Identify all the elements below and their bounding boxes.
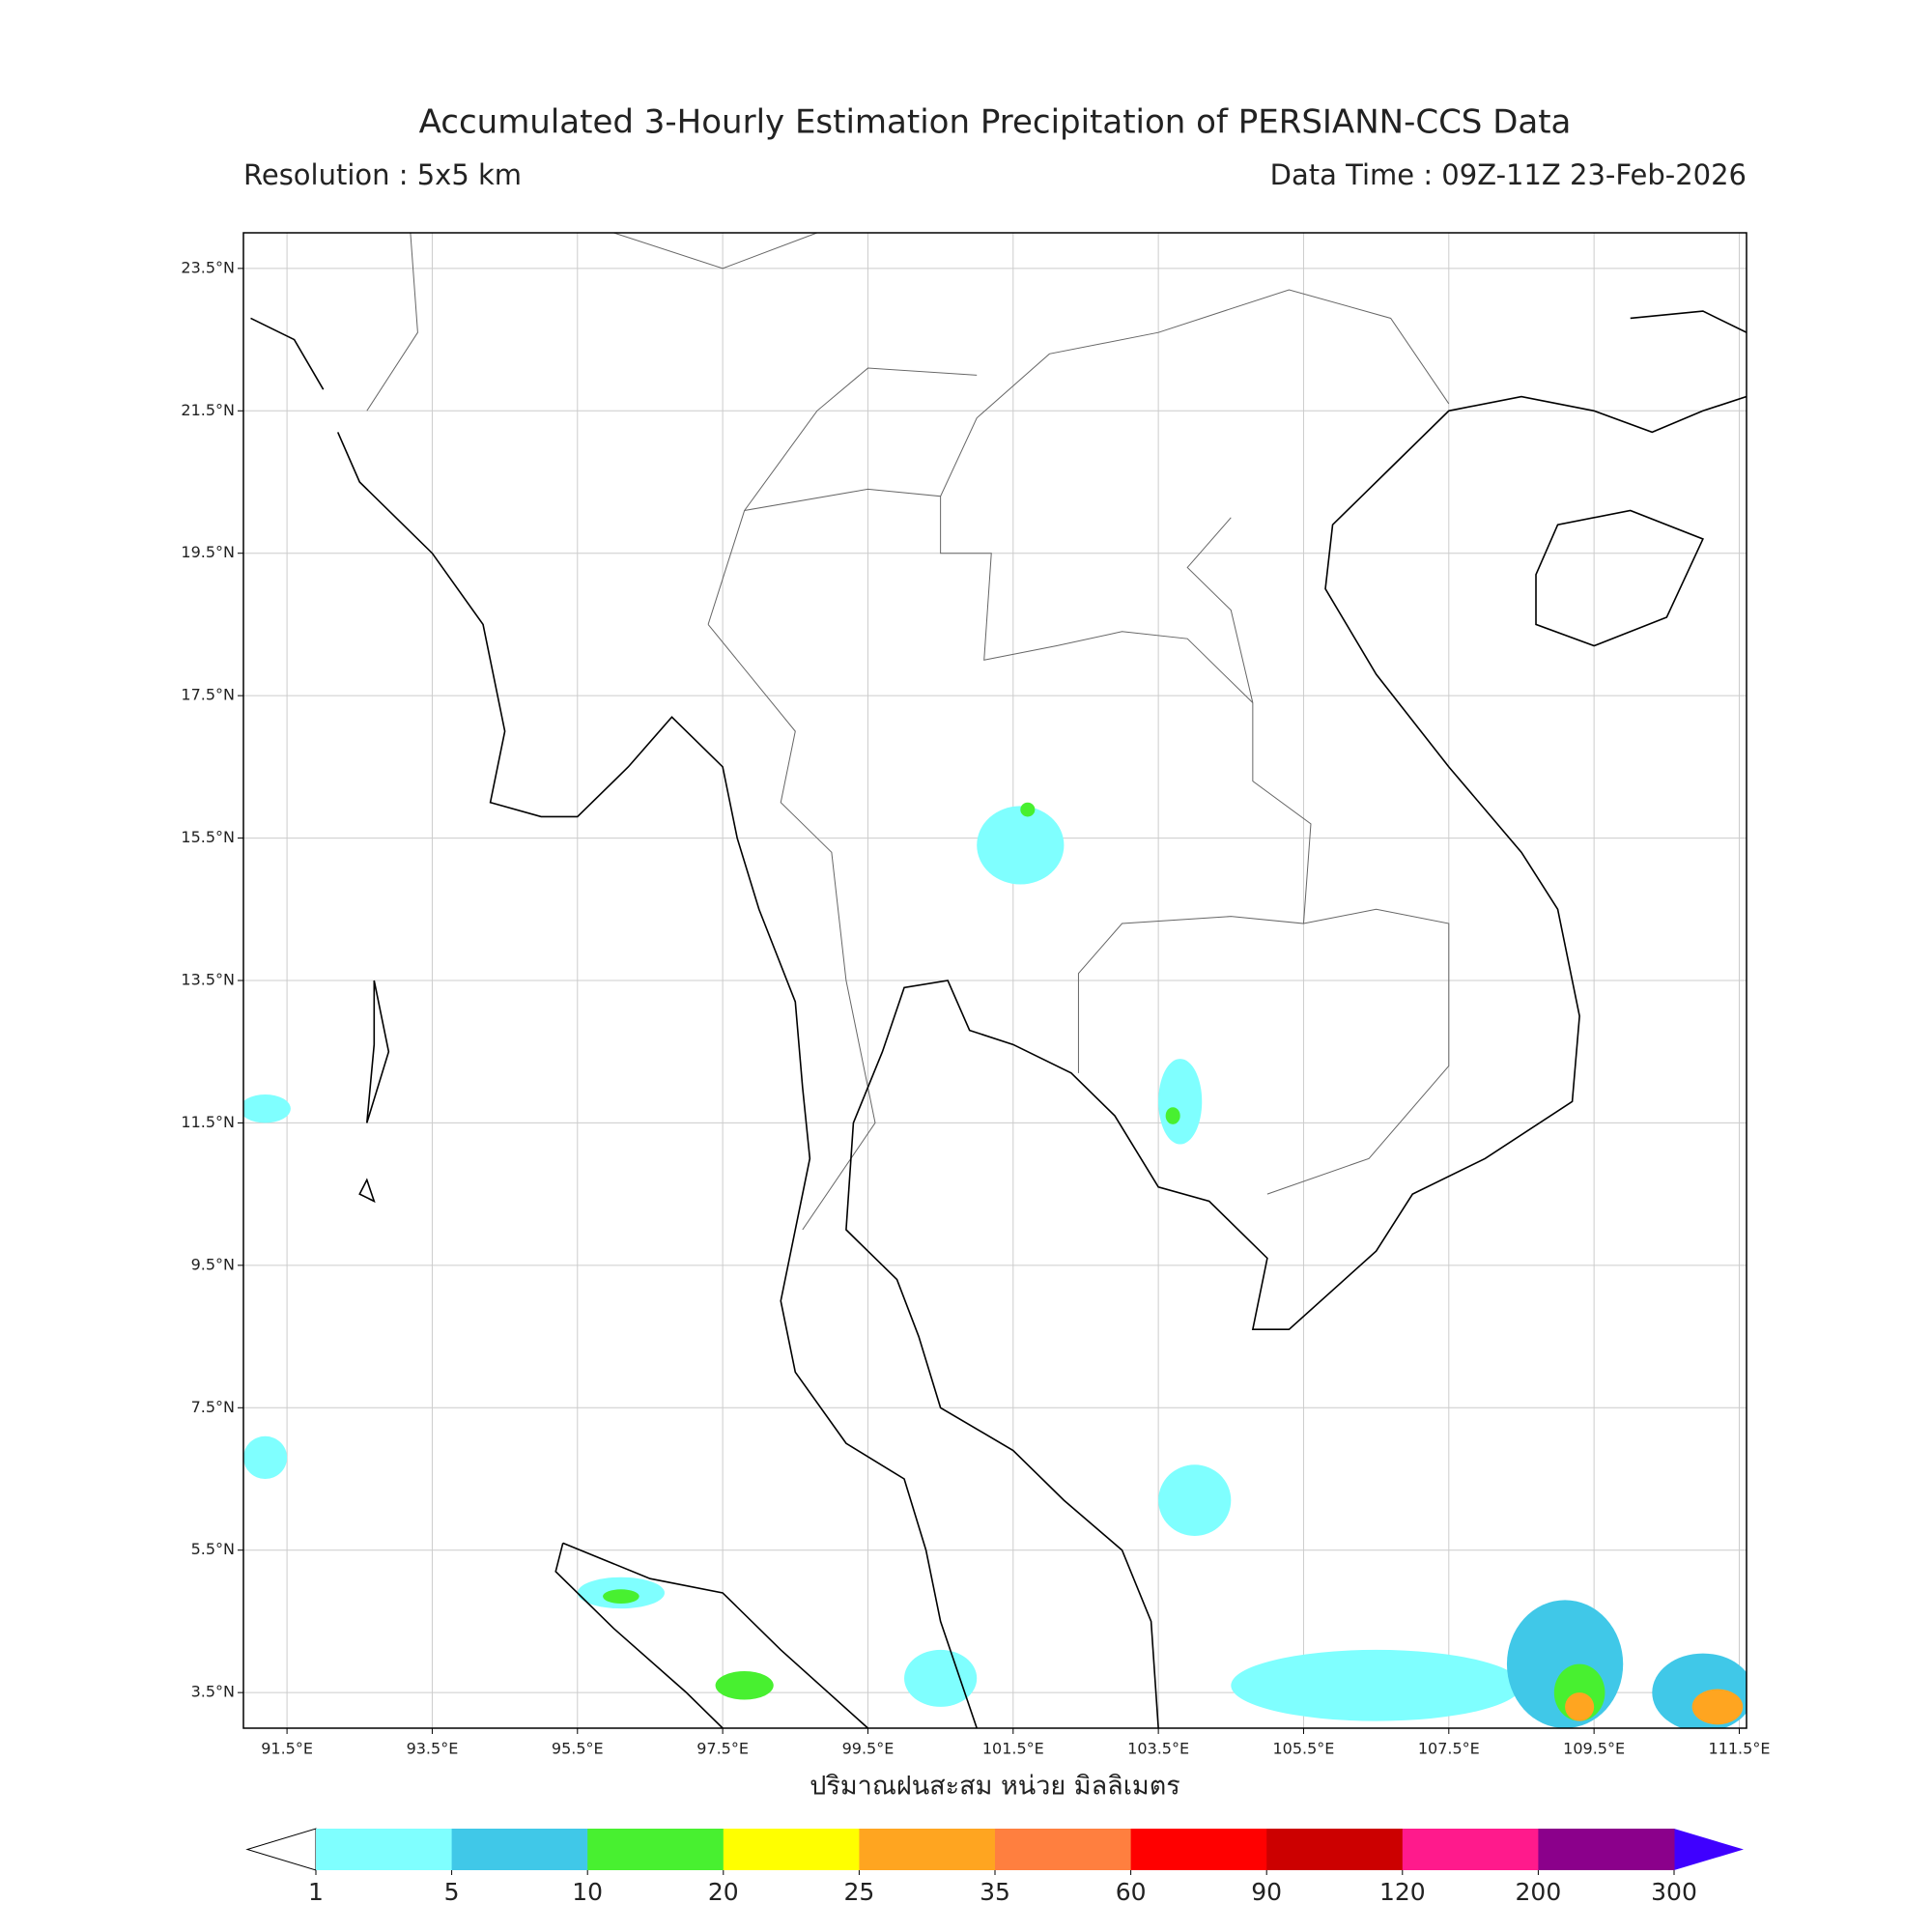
colorbar-segment: [1266, 1829, 1404, 1870]
x-tick-label: 105.5°E: [1273, 1740, 1335, 1758]
x-tick-label: 93.5°E: [407, 1740, 459, 1758]
y-tick-label: 17.5°N: [181, 686, 235, 704]
y-tick-label: 15.5°N: [181, 828, 235, 846]
y-tick-label: 3.5°N: [191, 1683, 235, 1701]
rain-area: [1691, 1689, 1744, 1725]
title: Accumulated 3-Hourly Estimation Precipit…: [419, 103, 1572, 142]
colorbar-segment: [451, 1829, 588, 1870]
colorbar-segment: [1130, 1829, 1267, 1870]
x-tick-label: 109.5°E: [1563, 1740, 1625, 1758]
colorbar-tick-label: 25: [843, 1878, 874, 1906]
colorbar-under: [245, 1828, 317, 1871]
colorbar-tick-label: 5: [444, 1878, 460, 1906]
y-tick-label: 9.5°N: [191, 1255, 235, 1273]
colorbar-tick-label: 20: [708, 1878, 739, 1906]
rain-area: [1165, 1107, 1180, 1124]
rain-area: [1231, 1649, 1521, 1721]
y-tick-label: 5.5°N: [191, 1540, 235, 1558]
y-tick-label: 7.5°N: [191, 1398, 235, 1416]
y-tick-label: 23.5°N: [181, 258, 235, 276]
colorbar-tick-label: 60: [1116, 1878, 1147, 1906]
colorbar-tick-label: 35: [980, 1878, 1010, 1906]
rain-area: [977, 806, 1065, 885]
colorbar: 1 5 10 20 25 35 60 90 120 200 300: [245, 1828, 1744, 1906]
data-time: Data Time : 09Z-11Z 23-Feb-2026: [1270, 158, 1747, 191]
y-tick-label: 19.5°N: [181, 543, 235, 561]
x-tick-label: 103.5°E: [1127, 1740, 1189, 1758]
colorbar-segment: [995, 1829, 1132, 1870]
x-tick-label: 101.5°E: [982, 1740, 1044, 1758]
colorbar-tick-label: 10: [572, 1878, 603, 1906]
map-geo: [243, 233, 1747, 1728]
rain-area: [1565, 1692, 1595, 1721]
rain-area: [1158, 1464, 1232, 1536]
map-area: [243, 233, 1747, 1728]
colorbar-segment: [859, 1829, 996, 1870]
x-tick-label: 95.5°E: [552, 1740, 604, 1758]
rain-area: [904, 1649, 978, 1707]
resolution: Resolution : 5x5 km: [243, 158, 522, 191]
rain-area: [1158, 1059, 1203, 1145]
x-tick-label: 99.5°E: [842, 1740, 895, 1758]
rain-area: [715, 1671, 774, 1700]
coastline: [251, 311, 1747, 1728]
colorbar-tick-label: 300: [1651, 1878, 1697, 1906]
colorbar-tick-label: 1: [308, 1878, 324, 1906]
border: [367, 233, 1449, 1230]
colorbar-tick-label: 90: [1251, 1878, 1282, 1906]
colorbar-segment: [316, 1829, 453, 1870]
colorbar-segment: [1538, 1829, 1675, 1870]
map-frame: [242, 232, 1747, 1729]
x-tick-label: 97.5°E: [696, 1740, 749, 1758]
colorbar-label: ปริมาณฝนสะสม หน่วย มิลลิเมตร: [810, 1772, 1180, 1802]
x-tick-label: 91.5°E: [261, 1740, 313, 1758]
precipitation: [243, 802, 1747, 1728]
colorbar-segment: [723, 1829, 860, 1870]
rain-area: [243, 1435, 288, 1479]
colorbar-segment: [587, 1829, 724, 1870]
colorbar-segment: [1402, 1829, 1539, 1870]
rain-area: [243, 1094, 291, 1123]
y-tick-label: 11.5°N: [181, 1113, 235, 1131]
colorbar-over: [1674, 1829, 1744, 1870]
colorbar-tick-label: 120: [1379, 1878, 1426, 1906]
x-tick-label: 111.5°E: [1709, 1740, 1771, 1758]
x-tick-label: 107.5°E: [1418, 1740, 1480, 1758]
y-tick-label: 13.5°N: [181, 971, 235, 989]
colorbar-tick-label: 200: [1516, 1878, 1562, 1906]
grid: 91.5°E 93.5°E 95.5°E 97.5°E 99.5°E 101.5°E 103…: [181, 233, 1770, 1758]
y-tick-label: 21.5°N: [181, 401, 235, 419]
rain-area: [1020, 802, 1036, 817]
rain-area: [603, 1589, 639, 1604]
